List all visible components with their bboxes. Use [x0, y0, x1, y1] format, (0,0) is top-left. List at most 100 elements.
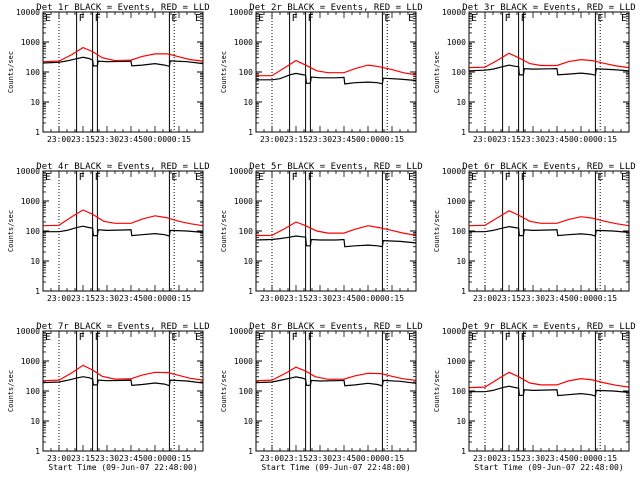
events-series-line — [255, 235, 417, 248]
x-tick-label: 23:00 — [473, 294, 497, 303]
y-tick-label: 1000 — [21, 38, 40, 47]
x-tick-label: 23:15 — [497, 294, 521, 303]
lld-series-line — [255, 366, 417, 382]
x-tick-label: 23:00 — [47, 135, 71, 144]
x-tick-label: 23:45 — [545, 294, 569, 303]
x-tick-label: 23:30 — [308, 135, 332, 144]
x-tick-label: 23:30 — [95, 135, 119, 144]
plot-frame — [42, 11, 204, 133]
y-tick-label: 1000 — [447, 197, 466, 206]
detector-panel: Det 1r BLACK = Events, RED = LLD Counts/s… — [7, 3, 210, 144]
y-tick-label: 100 — [26, 387, 41, 396]
x-axis-label: Start Time (09-Jun-07 22:48:00) — [48, 463, 197, 472]
y-tick-label: 1 — [35, 287, 40, 296]
edge-label-left: E — [258, 332, 264, 343]
plot-frame — [468, 170, 630, 292]
x-tick-label: 23:00 — [260, 294, 284, 303]
y-tick-label: 10 — [456, 98, 466, 107]
y-axis-label: Counts/sec — [7, 210, 15, 252]
events-series-line — [469, 225, 630, 237]
y-tick-label: 1 — [461, 128, 466, 137]
x-tick-label: 23:15 — [71, 454, 95, 463]
x-tick-label: 23:15 — [497, 454, 521, 463]
x-tick-label: 23:15 — [284, 454, 308, 463]
panel-title: Det 4r BLACK = Events, RED = LLD — [36, 162, 209, 172]
x-tick-label: 00:00 — [143, 454, 167, 463]
events-series-line — [469, 385, 630, 397]
lld-series-line — [255, 221, 417, 237]
edge-label-right: E — [408, 332, 414, 343]
x-tick-label: 23:30 — [308, 454, 332, 463]
x-tick-label: 00:15 — [380, 135, 404, 144]
y-tick-label: 10000 — [442, 8, 466, 17]
panel-title: Det 1r BLACK = Events, RED = LLD — [36, 3, 209, 13]
y-tick-label: 1000 — [21, 357, 40, 366]
x-tick-label: 00:00 — [356, 294, 380, 303]
lld-series-line — [42, 209, 204, 227]
marker-label: F — [79, 332, 85, 343]
y-tick-label: 1000 — [234, 38, 253, 47]
x-tick-label: 00:00 — [569, 135, 593, 144]
y-tick-label: 1 — [35, 128, 40, 137]
edge-label-left: E — [471, 172, 477, 183]
x-tick-label: 23:00 — [473, 454, 497, 463]
y-tick-label: 10 — [456, 257, 466, 266]
x-tick-label: 23:30 — [521, 454, 545, 463]
edge-label-right: E — [195, 332, 201, 343]
plot-frame — [468, 330, 630, 452]
panel-title: Det 8r BLACK = Events, RED = LLD — [249, 322, 422, 332]
x-tick-label: 23:45 — [119, 135, 143, 144]
plot-frame — [468, 11, 630, 133]
x-tick-label: 23:45 — [545, 135, 569, 144]
y-tick-label: 100 — [239, 387, 254, 396]
y-tick-label: 10000 — [16, 327, 40, 336]
plot-frame — [42, 170, 204, 292]
detector-panel: Det 4r BLACK = Events, RED = LLD Counts/s… — [7, 162, 210, 303]
detector-panel: Det 8r BLACK = Events, RED = LLD Counts/s… — [220, 322, 423, 472]
y-tick-label: 1000 — [447, 38, 466, 47]
x-tick-label: 23:45 — [119, 294, 143, 303]
panel-title: Det 6r BLACK = Events, RED = LLD — [462, 162, 635, 172]
edge-label-right: E — [408, 172, 414, 183]
y-tick-label: 1000 — [21, 197, 40, 206]
x-tick-label: 00:15 — [167, 294, 191, 303]
y-tick-label: 100 — [452, 387, 467, 396]
x-tick-label: 00:00 — [356, 135, 380, 144]
lld-series-line — [468, 371, 630, 389]
marker-label: F — [292, 13, 298, 24]
edge-label-left: E — [258, 13, 264, 24]
marker-label: F — [505, 332, 511, 343]
x-tick-label: 23:15 — [284, 294, 308, 303]
events-series-line — [43, 225, 204, 237]
y-axis-label: Counts/sec — [7, 51, 15, 93]
panel-title: Det 2r BLACK = Events, RED = LLD — [249, 3, 422, 13]
x-tick-label: 00:15 — [167, 454, 191, 463]
marker-label: F — [505, 13, 511, 24]
x-tick-label: 23:00 — [47, 294, 71, 303]
y-tick-label: 1 — [248, 128, 253, 137]
edge-label-left: E — [45, 332, 51, 343]
y-tick-label: 10000 — [229, 167, 253, 176]
detector-panel: Det 6r BLACK = Events, RED = LLD Counts/s… — [433, 162, 636, 303]
x-tick-label: 00:15 — [593, 294, 617, 303]
x-tick-label: 00:00 — [569, 454, 593, 463]
y-axis-label: Counts/sec — [433, 51, 441, 93]
events-series-line — [468, 64, 630, 76]
x-tick-label: 23:30 — [95, 294, 119, 303]
marker-label: F — [79, 172, 85, 183]
y-tick-label: 1 — [248, 287, 253, 296]
y-tick-label: 10 — [456, 417, 466, 426]
x-tick-label: 23:30 — [95, 454, 119, 463]
y-axis-label: Counts/sec — [220, 51, 228, 93]
y-axis-label: Counts/sec — [220, 370, 228, 412]
y-axis-label: Counts/sec — [220, 210, 228, 252]
panel-title: Det 3r BLACK = Events, RED = LLD — [462, 3, 635, 13]
x-tick-label: 23:15 — [71, 135, 95, 144]
y-tick-label: 100 — [452, 227, 467, 236]
events-series-line — [42, 56, 204, 68]
lld-series-line — [468, 210, 630, 227]
edge-label-right: E — [195, 13, 201, 24]
x-tick-label: 23:45 — [332, 454, 356, 463]
y-tick-label: 1 — [461, 287, 466, 296]
